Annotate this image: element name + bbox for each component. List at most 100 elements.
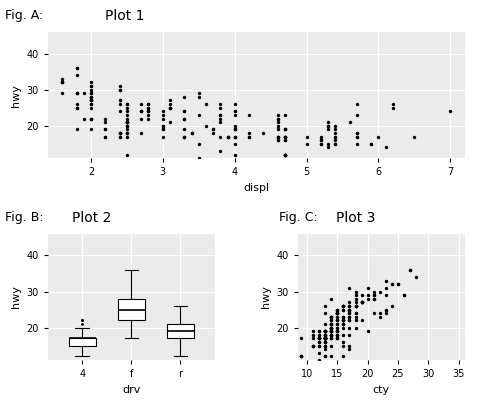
Point <box>217 133 224 140</box>
Point <box>328 317 335 324</box>
Point <box>159 122 167 129</box>
Point <box>245 112 253 118</box>
Point <box>353 140 361 147</box>
Point <box>321 335 329 342</box>
Point <box>73 90 80 96</box>
Point <box>87 104 95 111</box>
Point <box>58 79 66 86</box>
Text: Fig. C:: Fig. C: <box>279 211 318 224</box>
Point <box>321 342 329 349</box>
Point <box>123 130 131 136</box>
Point <box>346 342 354 349</box>
Point <box>328 314 335 320</box>
Point <box>73 90 80 96</box>
Point <box>315 332 323 338</box>
Point <box>116 133 124 140</box>
Point <box>328 332 335 338</box>
Point <box>224 133 231 140</box>
Point <box>352 310 359 316</box>
Point <box>328 332 335 338</box>
Point <box>123 151 131 158</box>
Point <box>376 314 384 320</box>
Point <box>315 335 323 342</box>
Point <box>324 126 332 132</box>
Text: Plot 2: Plot 2 <box>72 211 111 225</box>
Point <box>309 328 317 334</box>
Point <box>321 339 329 345</box>
Point <box>245 130 253 136</box>
Point <box>195 155 203 161</box>
Point <box>358 317 365 324</box>
Point <box>123 122 131 129</box>
Point <box>195 90 203 96</box>
Point <box>281 112 289 118</box>
Point <box>333 332 341 338</box>
Point <box>217 112 224 118</box>
Point <box>321 335 329 342</box>
Point <box>145 108 152 114</box>
Point <box>340 321 347 327</box>
Point <box>333 317 341 324</box>
Point <box>370 292 377 298</box>
Point <box>195 94 203 100</box>
Point <box>353 133 361 140</box>
Point <box>274 137 282 143</box>
Point <box>328 324 335 331</box>
Point <box>333 310 341 316</box>
Point <box>231 122 239 129</box>
Point <box>352 303 359 309</box>
Point <box>274 126 282 132</box>
Point <box>382 310 389 316</box>
Point <box>145 112 152 118</box>
Point <box>321 335 329 342</box>
Point <box>73 101 80 107</box>
Point <box>137 108 145 114</box>
X-axis label: displ: displ <box>243 183 269 193</box>
Point <box>358 299 365 306</box>
Point <box>281 151 289 158</box>
Point <box>333 328 341 334</box>
Point <box>375 133 382 140</box>
Point <box>346 285 354 291</box>
Point <box>321 335 329 342</box>
Point <box>321 335 329 342</box>
Point <box>340 321 347 327</box>
Point <box>315 350 323 356</box>
Point <box>281 133 289 140</box>
Point <box>346 310 354 316</box>
Point <box>340 303 347 309</box>
Point <box>123 122 131 129</box>
Point <box>73 104 80 111</box>
Point <box>303 133 310 140</box>
Point <box>352 310 359 316</box>
Point <box>123 130 131 136</box>
Point <box>328 328 335 334</box>
Point <box>317 137 325 143</box>
Point <box>352 317 359 324</box>
Point <box>352 314 359 320</box>
Point <box>321 321 329 327</box>
Point <box>321 335 329 342</box>
Point <box>346 299 354 306</box>
Point <box>87 97 95 104</box>
Point <box>340 314 347 320</box>
Point <box>317 140 325 147</box>
Point <box>73 72 80 78</box>
Point <box>73 65 80 71</box>
Point <box>331 133 339 140</box>
Point <box>123 133 131 140</box>
Point <box>340 339 347 345</box>
Point <box>333 335 341 342</box>
Point <box>102 126 109 132</box>
PathPatch shape <box>167 324 194 338</box>
Point <box>116 86 124 93</box>
Point <box>376 310 384 316</box>
Point <box>274 112 282 118</box>
Point <box>231 133 239 140</box>
Point <box>331 122 339 129</box>
Point <box>333 324 341 331</box>
Point <box>333 310 341 316</box>
Point <box>353 112 361 118</box>
Point <box>245 133 253 140</box>
Point <box>297 353 305 360</box>
